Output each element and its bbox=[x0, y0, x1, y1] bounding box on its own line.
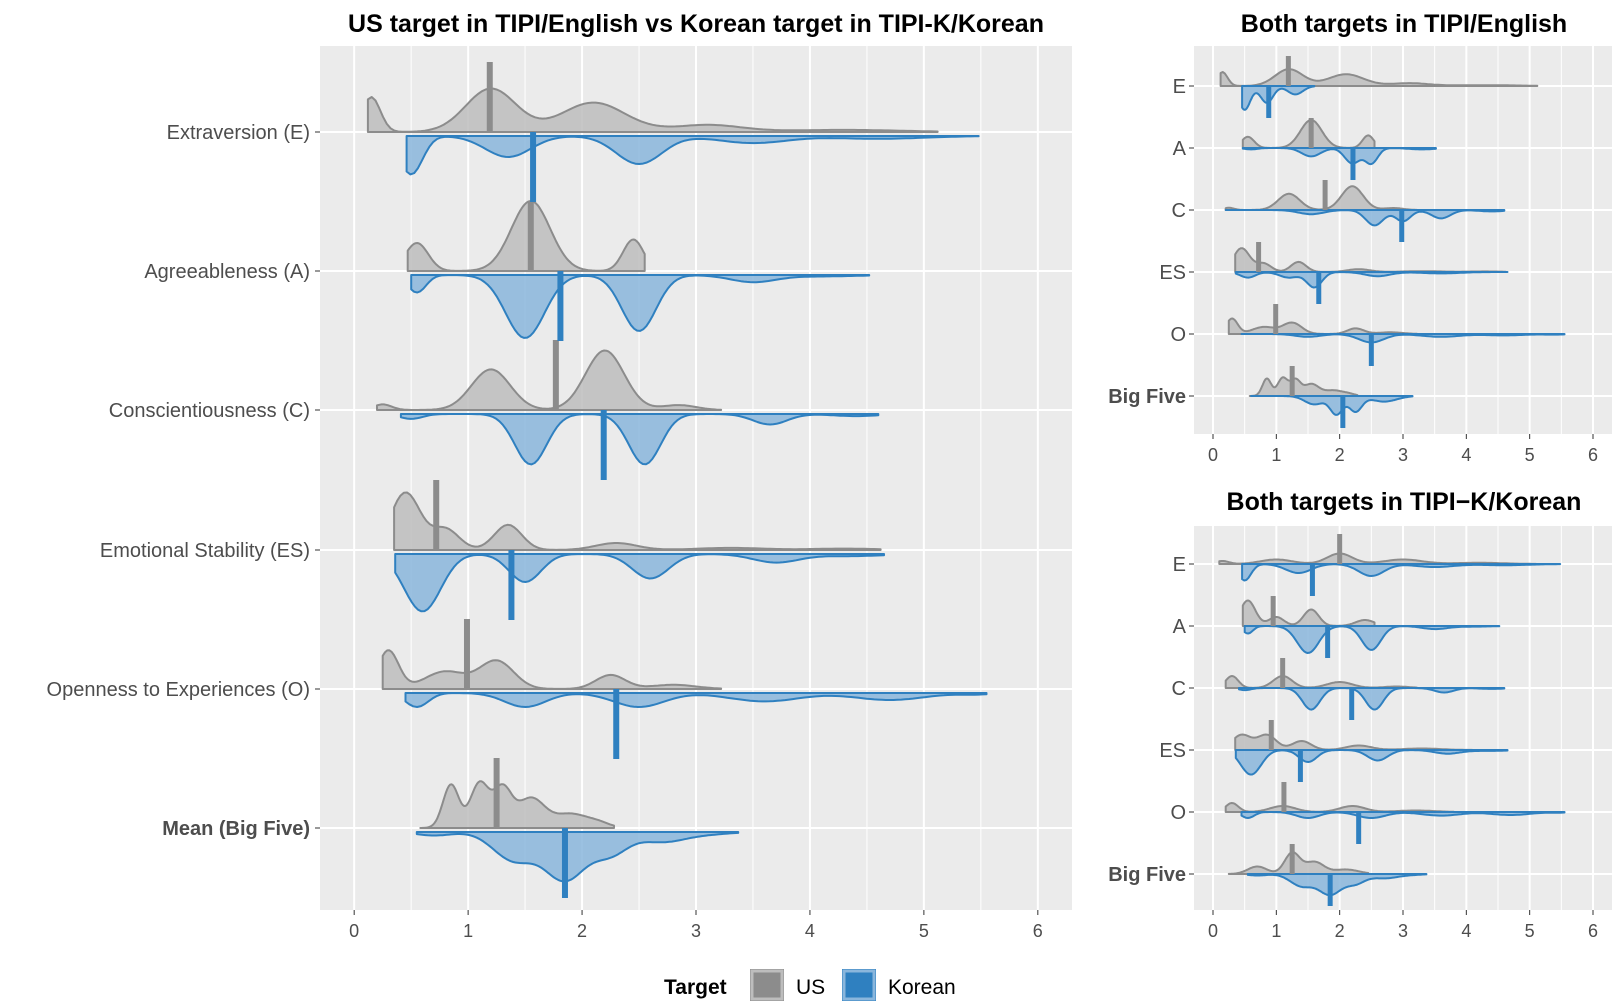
density-ridge bbox=[1248, 376, 1359, 397]
panel-2: 0 1 2 3 4 5 6 E A C ES O Big Five Both targets in TIP… bbox=[1108, 10, 1612, 465]
category-label: Emotional Stability (ES) bbox=[100, 540, 310, 562]
density-ridge bbox=[1234, 749, 1509, 776]
series-korean bbox=[394, 135, 988, 883]
category-label: A bbox=[1173, 616, 1187, 638]
density-ridge bbox=[394, 553, 885, 613]
x-tick-label: 3 bbox=[1398, 921, 1408, 941]
category-label: Openness to Experiences (O) bbox=[47, 679, 310, 701]
legend-label-korean: Korean bbox=[888, 976, 956, 999]
series-korean bbox=[1234, 563, 1566, 897]
x-tick-label: 5 bbox=[1525, 921, 1535, 941]
x-tick-label: 0 bbox=[1208, 921, 1218, 941]
density-ridge bbox=[1250, 395, 1414, 416]
legend-key-us bbox=[750, 969, 784, 1001]
category-label: E bbox=[1173, 76, 1186, 98]
x-tick-label: 2 bbox=[1335, 445, 1345, 465]
x-tick-label: 5 bbox=[1525, 445, 1535, 465]
density-ridge bbox=[1240, 333, 1566, 344]
x-tick-label: 2 bbox=[577, 921, 587, 941]
density-ridge bbox=[1243, 625, 1501, 654]
x-tick-label: 4 bbox=[805, 921, 815, 941]
x-tick-label: 1 bbox=[463, 921, 473, 941]
gridlines bbox=[320, 46, 1072, 910]
density-ridge bbox=[1240, 811, 1566, 819]
legend-key-korean bbox=[842, 969, 876, 1001]
density-ridge bbox=[404, 692, 988, 708]
x-tick-label: 4 bbox=[1461, 921, 1471, 941]
x-tick-label: 1 bbox=[1271, 921, 1281, 941]
x-tick-label: 0 bbox=[1208, 445, 1218, 465]
x-tick-label: 2 bbox=[1335, 921, 1345, 941]
density-ridge bbox=[1238, 687, 1506, 711]
category-label: Extraversion (E) bbox=[167, 122, 310, 144]
x-tick-label: 6 bbox=[1033, 921, 1043, 941]
legend: Target US Korean bbox=[664, 969, 956, 1001]
x-tick-label: 6 bbox=[1588, 921, 1598, 941]
density-ridge bbox=[1241, 563, 1562, 582]
category-label: Big Five bbox=[1108, 864, 1186, 886]
category-label: A bbox=[1173, 138, 1187, 160]
legend-key-border bbox=[750, 969, 784, 1001]
density-ridge bbox=[405, 135, 980, 176]
density-ridge bbox=[410, 274, 871, 339]
category-label: C bbox=[1172, 200, 1186, 222]
density-ridge bbox=[399, 413, 880, 466]
series-korean bbox=[1224, 85, 1566, 416]
category-label: Conscientiousness (C) bbox=[109, 400, 310, 422]
x-tick-label: 1 bbox=[1271, 445, 1281, 465]
density-ridge bbox=[1219, 68, 1539, 87]
panel-title: US target in TIPI/English vs Korean targ… bbox=[348, 10, 1044, 38]
density-ridge bbox=[1241, 85, 1316, 111]
x-tick-label: 4 bbox=[1461, 445, 1471, 465]
panel-title: Both targets in TIPI−K/Korean bbox=[1227, 488, 1582, 516]
density-ridge bbox=[1234, 271, 1509, 289]
category-label: Mean (Big Five) bbox=[162, 818, 310, 840]
x-tick-label: 0 bbox=[349, 921, 359, 941]
category-label: Agreeableness (A) bbox=[144, 261, 310, 283]
density-ridge bbox=[1224, 209, 1506, 227]
category-label: O bbox=[1170, 324, 1186, 346]
x-tick-label: 6 bbox=[1588, 445, 1598, 465]
legend-key-border bbox=[842, 969, 876, 1001]
panel-3: 0 1 2 3 4 5 6 E A C ES O Big Five Both targets in TIP… bbox=[1108, 488, 1612, 941]
density-ridge bbox=[1227, 851, 1370, 875]
density-ridge bbox=[1246, 873, 1428, 897]
density-ridge bbox=[1241, 599, 1376, 627]
x-tick-label: 3 bbox=[691, 921, 701, 941]
density-ridge bbox=[1241, 147, 1437, 166]
density-ridge bbox=[406, 200, 646, 272]
density-ridge bbox=[366, 87, 939, 133]
density-ridge bbox=[415, 831, 740, 883]
x-tick-label: 5 bbox=[919, 921, 929, 941]
density-ridge bbox=[1218, 552, 1537, 565]
x-tick-label: 3 bbox=[1398, 445, 1408, 465]
legend-label-us: US bbox=[796, 976, 825, 999]
category-label: O bbox=[1170, 802, 1186, 824]
category-label: E bbox=[1173, 554, 1186, 576]
panel-title: Both targets in TIPI/English bbox=[1241, 10, 1567, 38]
density-ridge bbox=[419, 780, 615, 829]
category-label: ES bbox=[1159, 262, 1186, 284]
category-label: C bbox=[1172, 678, 1186, 700]
category-label: Big Five bbox=[1108, 386, 1186, 408]
legend-title: Target bbox=[664, 976, 727, 999]
category-label: ES bbox=[1159, 740, 1186, 762]
panel-1: 0 1 2 3 4 5 6 Extraversion (E) Agreeableness (A)… bbox=[47, 10, 1072, 941]
density-ridge bbox=[376, 349, 723, 411]
density-ridge bbox=[393, 491, 882, 551]
